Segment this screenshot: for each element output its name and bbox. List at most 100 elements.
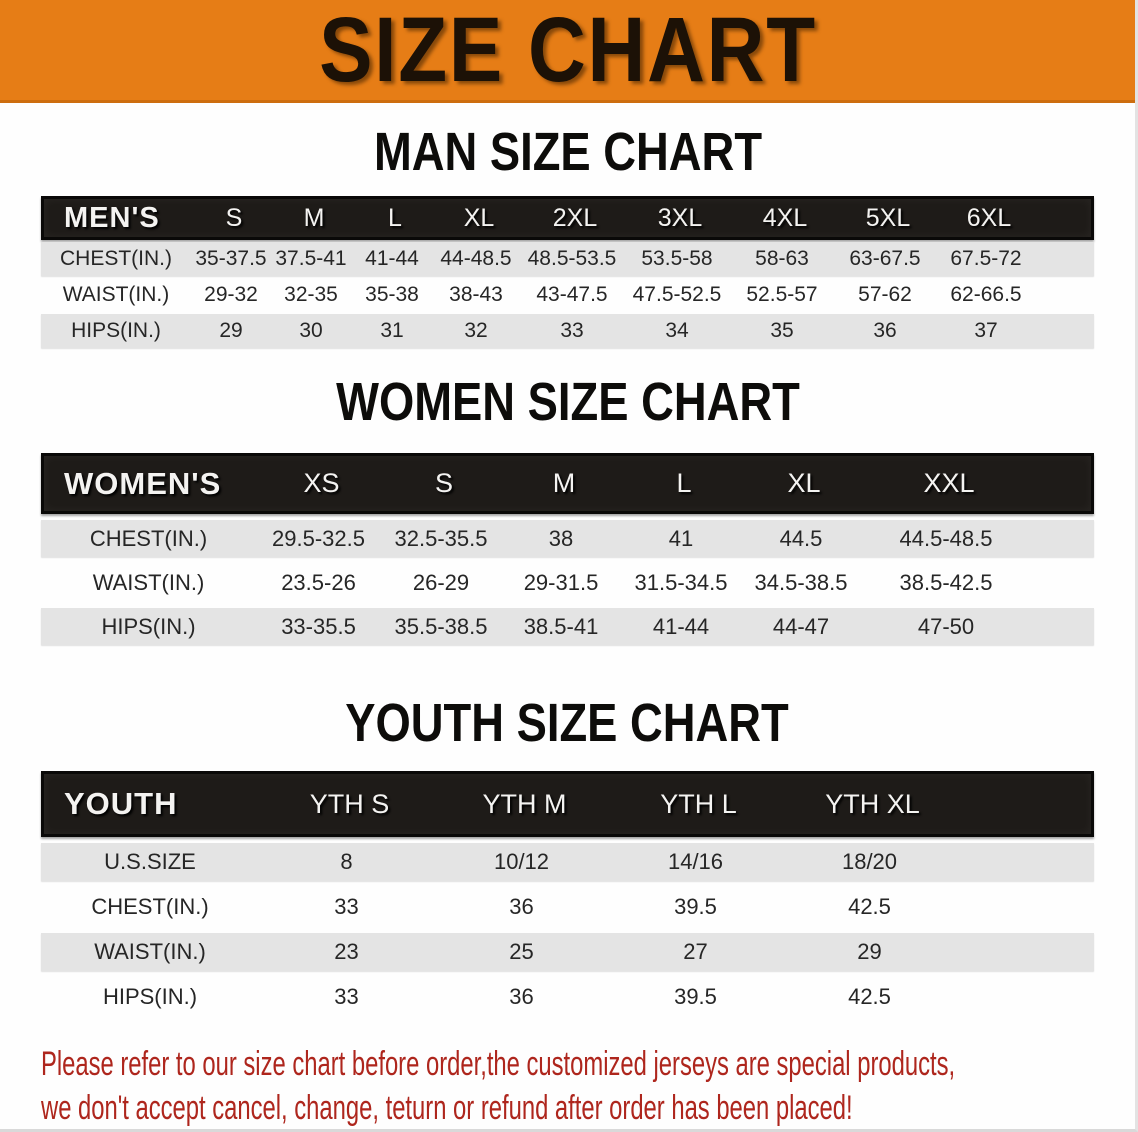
table-cell: 36 [509,984,534,1009]
women-waist-row: WAIST(IN.) 23.5-26 26-29 29-31.5 31.5-34… [41,564,1094,601]
table-cell: 67.5-72 [950,247,1022,270]
table-cell: 35.5-38.5 [394,613,488,639]
table-cell: 37 [974,319,998,342]
table-cell: 57-62 [858,283,912,306]
youth-ussize-row: U.S.SIZE 8 10/12 14/16 18/20 [41,843,1094,881]
women-group-label: WOMEN'S [64,465,222,501]
men-size-table: MEN'S S M L XL 2XL 3XL 4XL 5XL 6XL CHEST… [41,196,1094,348]
size-column-header: S [225,203,243,232]
table-cell: 32-35 [284,283,338,306]
table-cell: 44.5-48.5 [899,525,993,551]
table-cell: 36 [873,319,897,342]
table-cell: 33 [334,984,359,1009]
women-section: WOMEN SIZE CHART WOMEN'S XS S M L XL XXL… [0,375,1135,645]
table-cell: 41-44 [365,247,419,270]
size-column-header: XS [303,468,340,498]
table-cell: 44.5 [779,525,823,551]
youth-waist-row: WAIST(IN.) 23 25 27 29 [41,933,1094,971]
table-cell: 47-50 [917,613,975,639]
table-cell: 34 [665,319,689,342]
row-label: HIPS(IN.) [71,319,161,342]
table-cell: 42.5 [848,984,891,1009]
table-cell: 33 [334,894,359,919]
size-column-header: YTH S [309,788,390,819]
table-cell: 23 [334,939,359,964]
table-cell: 27 [683,939,708,964]
women-section-heading: WOMEN SIZE CHART [335,372,800,432]
table-cell: 25 [509,939,534,964]
page-title: SIZE CHART [318,0,817,101]
table-cell: 39.5 [674,984,717,1009]
table-cell: 38-43 [449,283,503,306]
table-cell: 44-48.5 [440,247,512,270]
size-column-header: L [676,468,692,498]
men-chest-row: CHEST(IN.) 35-37.5 37.5-41 41-44 44-48.5… [41,242,1094,276]
table-cell: 53.5-58 [641,247,713,270]
size-column-header: YTH L [660,788,737,819]
youth-size-table: YOUTH YTH S YTH M YTH L YTH XL U.S.SIZE … [41,771,1094,1016]
row-label: WAIST(IN.) [62,283,170,306]
men-section-heading: MAN SIZE CHART [373,122,762,182]
youth-hips-row: HIPS(IN.) 33 36 39.5 42.5 [41,978,1094,1016]
table-cell: 41 [668,525,694,551]
size-column-header: 3XL [657,203,703,232]
men-header-row: MEN'S S M L XL 2XL 3XL 4XL 5XL 6XL [41,196,1094,240]
table-cell: 32 [464,319,488,342]
table-cell: 42.5 [848,894,891,919]
row-label: HIPS(IN.) [102,984,198,1009]
men-section: MAN SIZE CHART MEN'S S M L XL 2XL 3XL 4X… [0,125,1135,348]
table-cell: 30 [299,319,323,342]
table-cell: 38.5-42.5 [899,569,993,595]
women-hips-row: HIPS(IN.) 33-35.5 35.5-38.5 38.5-41 41-4… [41,608,1094,645]
youth-section-heading: YOUTH SIZE CHART [345,693,790,753]
table-cell: 43-47.5 [536,283,608,306]
women-chest-row: CHEST(IN.) 29.5-32.5 32.5-35.5 38 41 44.… [41,520,1094,557]
youth-header-row: YOUTH YTH S YTH M YTH L YTH XL [41,771,1094,837]
table-cell: 29-31.5 [523,569,599,595]
size-column-header: XL [463,203,495,232]
row-label: WAIST(IN.) [92,569,205,595]
disclaimer-line-2: we don't accept cancel, change, teturn o… [41,1089,853,1127]
row-label: HIPS(IN.) [101,613,196,639]
table-cell: 18/20 [841,849,898,874]
size-column-header: 5XL [865,203,911,232]
size-column-header: YTH M [482,788,567,819]
table-cell: 58-63 [755,247,809,270]
disclaimer: Please refer to our size chart before or… [41,1042,1135,1130]
table-cell: 39.5 [674,894,717,919]
table-cell: 63-67.5 [849,247,921,270]
table-cell: 52.5-57 [746,283,818,306]
table-cell: 62-66.5 [950,283,1022,306]
size-column-header: XXL [923,468,975,498]
table-cell: 29.5-32.5 [272,525,365,551]
youth-group-label: YOUTH [64,786,178,821]
table-cell: 33 [560,319,584,342]
row-label: CHEST(IN.) [60,247,172,270]
size-column-header: YTH XL [825,788,920,819]
table-cell: 8 [340,849,353,874]
youth-section: YOUTH SIZE CHART YOUTH YTH S YTH M YTH L… [0,696,1135,1016]
row-label: WAIST(IN.) [94,939,206,964]
size-column-header: L [388,203,402,232]
row-label: U.S.SIZE [104,849,196,874]
table-cell: 38 [548,525,574,551]
row-label: CHEST(IN.) [91,894,209,919]
table-cell: 38.5-41 [523,613,599,639]
table-cell: 35-38 [365,283,419,306]
size-column-header: M [303,203,325,232]
size-column-header: M [552,468,576,498]
table-cell: 41-44 [652,613,710,639]
table-cell: 29 [219,319,243,342]
youth-chest-row: CHEST(IN.) 33 36 39.5 42.5 [41,888,1094,926]
table-cell: 26-29 [412,569,470,595]
table-cell: 48.5-53.5 [527,247,617,270]
table-cell: 23.5-26 [281,569,356,595]
table-cell: 34.5-38.5 [754,569,848,595]
size-column-header: XL [787,468,821,498]
table-cell: 44-47 [772,613,830,639]
table-cell: 29 [857,939,882,964]
banner: SIZE CHART [0,0,1135,103]
women-size-table: WOMEN'S XS S M L XL XXL CHEST(IN.) 29.5-… [41,453,1094,645]
table-cell: 31.5-34.5 [634,569,728,595]
